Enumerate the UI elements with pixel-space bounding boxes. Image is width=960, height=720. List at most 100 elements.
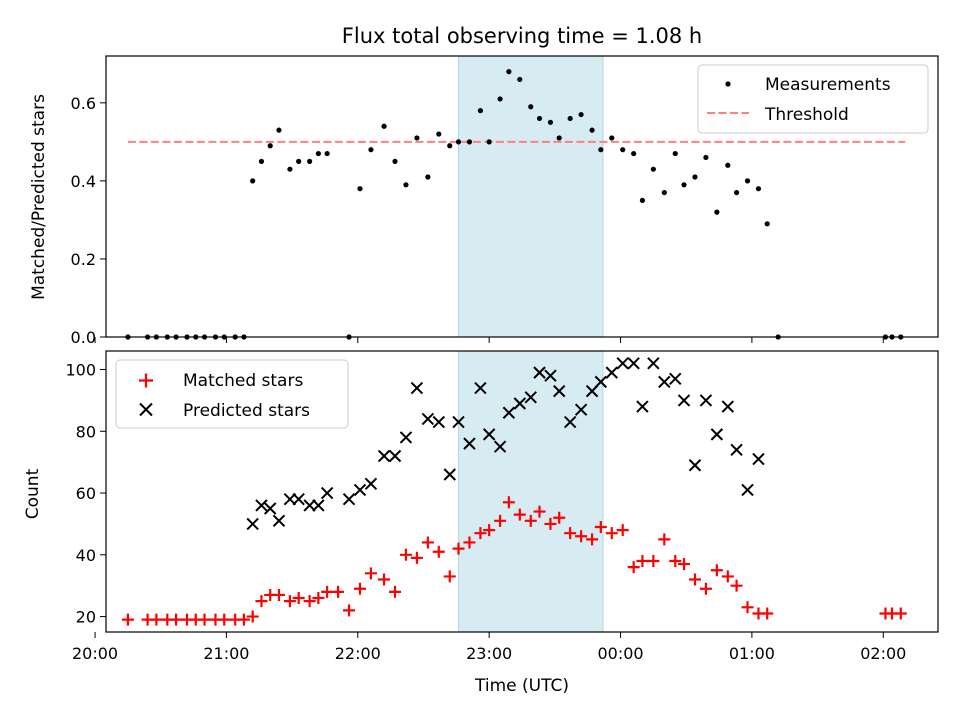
bottom-y-tick-label: 20 bbox=[76, 608, 96, 627]
predicted-star-point bbox=[658, 375, 671, 389]
predicted-star-point bbox=[752, 452, 765, 466]
top-y-axis-label: Matched/Predicted stars bbox=[29, 94, 49, 300]
predicted-star-point bbox=[342, 493, 356, 506]
legend-matched-label: Matched stars bbox=[183, 371, 303, 391]
matched-star-point bbox=[699, 582, 712, 595]
measurement-point bbox=[466, 139, 473, 145]
measurement-point bbox=[368, 147, 374, 153]
measurement-point bbox=[403, 182, 409, 188]
measurement-point bbox=[296, 158, 302, 164]
predicted-star-point bbox=[410, 381, 424, 395]
predicted-star-point bbox=[452, 415, 465, 429]
measurement-point bbox=[692, 174, 698, 180]
measurement-point bbox=[725, 162, 731, 168]
measurement-point bbox=[567, 115, 573, 122]
measurement-point bbox=[287, 166, 293, 172]
matched-star-point bbox=[218, 613, 231, 626]
measurement-point bbox=[672, 150, 678, 157]
measurement-point bbox=[497, 96, 503, 102]
measurement-point bbox=[425, 174, 431, 180]
legend-matched-marker bbox=[139, 373, 153, 388]
measurement-point bbox=[578, 111, 584, 118]
matched-star-point bbox=[741, 601, 754, 614]
predicted-star-point bbox=[283, 493, 297, 506]
matched-star-point bbox=[272, 588, 285, 601]
measurement-point bbox=[703, 154, 709, 161]
chart-title: Flux total observing time = 1.08 h bbox=[342, 24, 702, 48]
matched-star-point bbox=[312, 592, 325, 605]
matched-star-point bbox=[586, 533, 599, 546]
predicted-star-point bbox=[246, 517, 259, 531]
top-y-tick-label: 0.4 bbox=[71, 172, 96, 191]
matched-star-point bbox=[594, 521, 607, 534]
matched-star-point bbox=[678, 558, 691, 571]
predicted-star-point bbox=[493, 440, 507, 453]
predicted-star-point bbox=[677, 394, 691, 407]
measurement-point bbox=[764, 221, 770, 227]
matched-star-point bbox=[443, 570, 456, 583]
matched-star-point bbox=[421, 536, 434, 549]
predicted-star-point bbox=[616, 357, 629, 370]
matched-star-point bbox=[121, 613, 134, 626]
predicted-star-point bbox=[574, 403, 588, 416]
measurement-point bbox=[733, 189, 740, 196]
predicted-star-point bbox=[533, 366, 546, 379]
measurement-point bbox=[381, 123, 387, 129]
bottom-y-tick-label: 40 bbox=[76, 546, 96, 565]
predicted-star-point bbox=[482, 428, 496, 441]
x-axis-label: Time (UTC) bbox=[474, 676, 569, 696]
matched-star-point bbox=[688, 573, 701, 586]
measurement-point bbox=[307, 158, 313, 164]
matched-star-point bbox=[474, 527, 487, 540]
legend-predicted-label: Predicted stars bbox=[183, 401, 310, 421]
matched-star-point bbox=[761, 607, 774, 620]
matched-star-point bbox=[432, 545, 445, 558]
measurement-point bbox=[631, 150, 637, 157]
matched-star-point bbox=[647, 554, 660, 567]
predicted-star-point bbox=[443, 468, 456, 481]
matched-star-point bbox=[198, 613, 211, 626]
matched-star-point bbox=[513, 508, 526, 521]
predicted-star-point bbox=[563, 415, 577, 429]
predicted-star-point bbox=[710, 428, 724, 441]
matched-star-point bbox=[524, 514, 537, 527]
matched-star-point bbox=[669, 554, 682, 567]
matched-star-point bbox=[627, 561, 640, 574]
bottom-highlight-span bbox=[458, 350, 604, 633]
matched-star-point bbox=[378, 573, 391, 586]
legend-measurements-marker bbox=[725, 81, 731, 87]
top-axes-frame bbox=[105, 55, 939, 338]
matched-star-point bbox=[353, 582, 366, 595]
count-panel: 20 40 60 80 100 20:00 21:00 22:00 23:00 00:00 01:… bbox=[23, 350, 939, 696]
measurement-point bbox=[267, 143, 273, 149]
matched-star-point bbox=[616, 524, 629, 537]
bottom-y-tick-label: 80 bbox=[76, 422, 96, 441]
matched-star-point bbox=[544, 517, 557, 530]
predicted-star-point bbox=[421, 412, 435, 426]
matched-star-point bbox=[237, 613, 250, 626]
bottom-x-tick-label: 23:00 bbox=[466, 644, 512, 663]
bottom-axes-frame bbox=[105, 350, 939, 633]
measurement-point bbox=[486, 139, 492, 145]
matched-star-point bbox=[605, 527, 618, 540]
matched-star-point bbox=[658, 533, 671, 546]
predicted-star-point bbox=[524, 391, 537, 404]
bottom-y-axis-label: Count bbox=[23, 468, 43, 519]
measurement-point bbox=[414, 135, 420, 141]
predicted-star-point bbox=[721, 400, 735, 413]
matched-star-point bbox=[410, 551, 423, 564]
predicted-star-point bbox=[627, 357, 640, 370]
matched-star-point bbox=[483, 524, 496, 537]
predicted-star-point bbox=[255, 499, 268, 512]
matched-star-point bbox=[564, 527, 577, 540]
matched-star-point bbox=[463, 536, 476, 549]
bottom-y-tick-label: 60 bbox=[76, 484, 96, 503]
top-y-tick-label: 0.2 bbox=[71, 250, 96, 269]
matched-star-point bbox=[636, 554, 649, 567]
matched-star-point bbox=[533, 505, 546, 518]
legend-measurements-label: Measurements bbox=[765, 75, 891, 95]
matched-star-point bbox=[364, 567, 377, 580]
measurement-point bbox=[744, 178, 751, 184]
bottom-legend-box bbox=[115, 359, 349, 429]
